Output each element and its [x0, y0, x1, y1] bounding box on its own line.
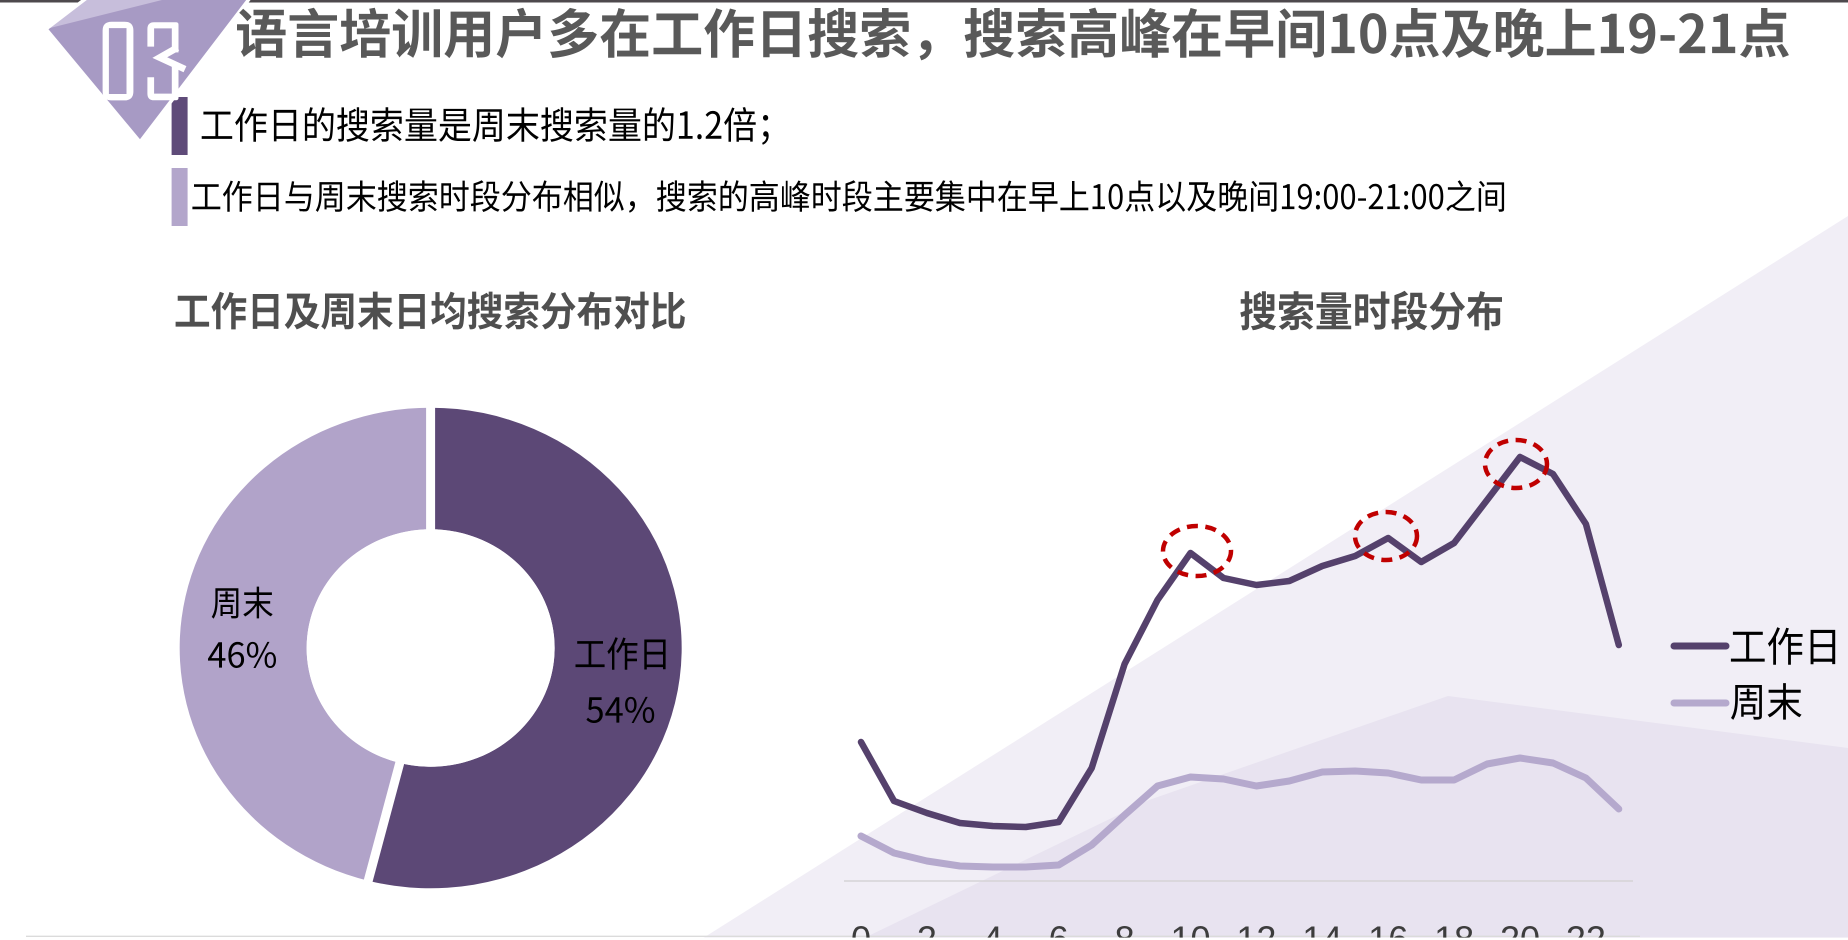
svg-text:10: 10 — [1170, 919, 1210, 940]
svg-text:18: 18 — [1434, 919, 1474, 940]
svg-text:6: 6 — [1049, 919, 1069, 940]
svg-text:14: 14 — [1302, 919, 1342, 940]
svg-text:22: 22 — [1566, 919, 1606, 940]
svg-text:12: 12 — [1236, 919, 1276, 940]
svg-text:8: 8 — [1115, 919, 1135, 940]
svg-text:2: 2 — [917, 919, 937, 940]
svg-text:20: 20 — [1500, 919, 1540, 940]
svg-text:16: 16 — [1368, 919, 1408, 940]
svg-text:4: 4 — [983, 919, 1003, 940]
svg-text:0: 0 — [851, 919, 871, 940]
